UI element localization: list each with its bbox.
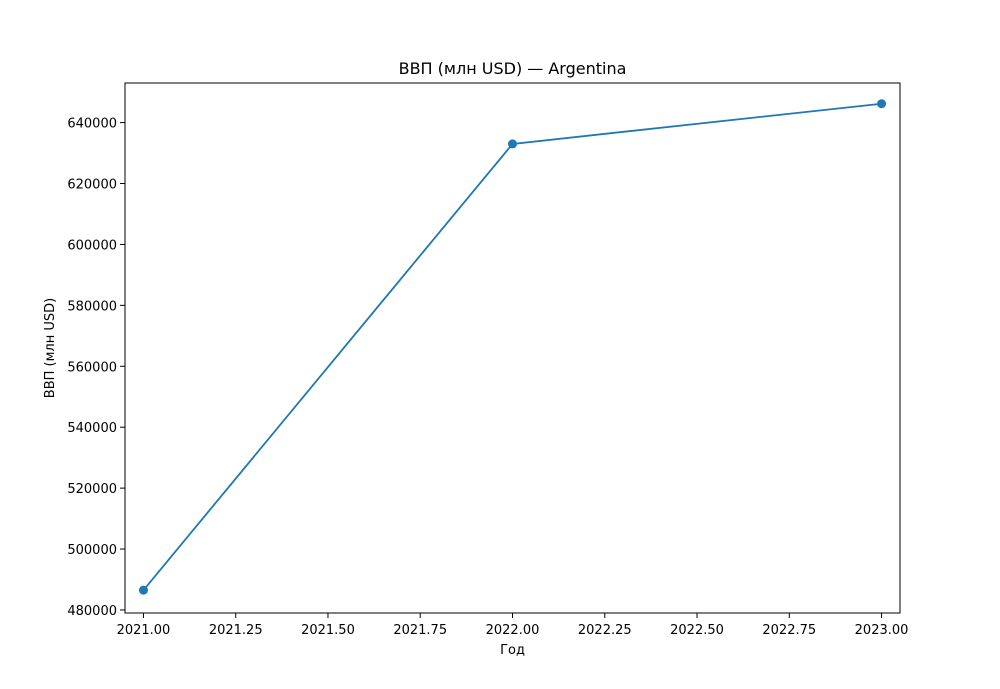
x-tick-label: 2022.25 [578, 623, 632, 638]
data-point [877, 99, 887, 109]
y-tick-label: 500000 [67, 543, 117, 558]
x-tick-label: 2021.50 [301, 623, 355, 638]
y-tick-label: 540000 [67, 421, 117, 436]
y-tick-label: 640000 [67, 117, 117, 132]
x-tick-label: 2023.00 [855, 623, 909, 638]
y-axis-label: ВВП (млн USD) [43, 298, 58, 398]
y-axis-ticks: 480000 500000 520000 540000 560000 580000 6000… [67, 117, 125, 619]
x-axis-ticks: 2021.00 2021.25 2021.50 2021.75 2022.00 2022.… [117, 613, 909, 638]
series-line [142, 102, 882, 591]
y-tick-label: 480000 [67, 604, 117, 619]
data-point [138, 585, 148, 595]
y-tick-label: 520000 [67, 482, 117, 497]
y-tick-label: 560000 [67, 360, 117, 375]
chart-title: ВВП (млн USD) — Argentina [399, 59, 627, 78]
x-tick-label: 2022.75 [762, 623, 816, 638]
x-axis-label: Год [500, 643, 525, 658]
data-point [508, 139, 517, 149]
series-layer [138, 99, 887, 595]
x-tick-label: 2022.50 [670, 623, 724, 638]
x-tick-label: 2021.00 [117, 623, 171, 638]
x-tick-label: 2022.00 [486, 623, 540, 638]
y-tick-label: 620000 [67, 178, 117, 193]
x-tick-label: 2021.25 [209, 623, 263, 638]
x-tick-label: 2021.75 [393, 623, 447, 638]
y-tick-label: 580000 [67, 299, 117, 314]
y-tick-label: 600000 [67, 238, 117, 253]
plot-frame [124, 82, 901, 614]
